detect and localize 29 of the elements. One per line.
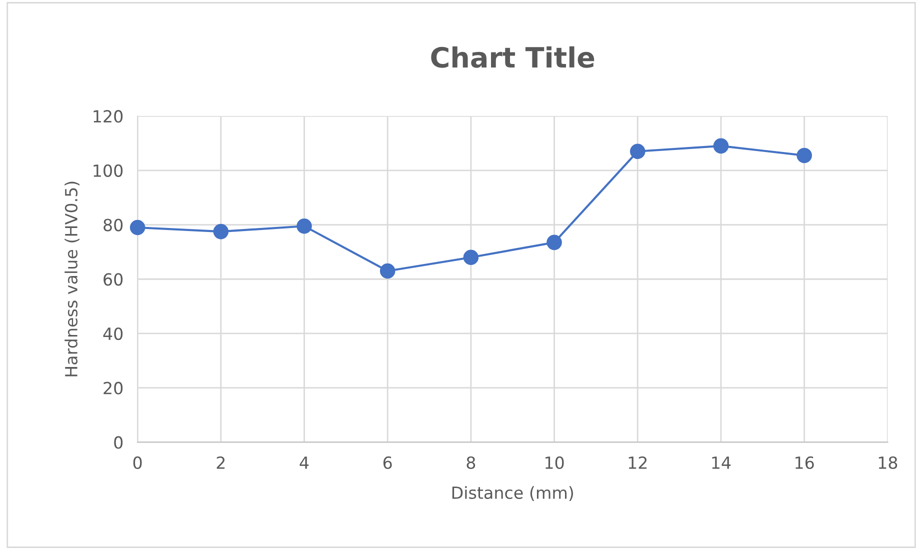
- y-tick-label: 40: [103, 327, 123, 340]
- y-tick-label: 80: [104, 218, 123, 232]
- point: [380, 263, 396, 279]
- point: [463, 250, 479, 266]
- y-tick-label: 20: [104, 382, 123, 394]
- point: [630, 144, 646, 160]
- x-tick-label: 12: [628, 456, 647, 469]
- x-tick-label: 4: [300, 456, 309, 469]
- y-tick-label: 60: [104, 273, 123, 286]
- chart-title: Chart Title: [431, 46, 594, 68]
- x-tick-label: 18: [878, 456, 898, 469]
- point: [713, 138, 729, 154]
- x-tick-label: 14: [712, 456, 731, 469]
- y-tick-label: 120: [94, 110, 123, 123]
- x-tick-label: 2: [216, 456, 225, 469]
- y-tick-label: 0: [114, 436, 123, 449]
- point: [296, 218, 312, 234]
- x-tick-label: 0: [133, 456, 142, 469]
- x-axis-title: Distance (mm): [452, 486, 573, 501]
- x-tick-label: 8: [466, 456, 476, 469]
- point: [796, 148, 812, 164]
- point: [130, 220, 146, 236]
- point: [546, 234, 562, 250]
- x-tick-label: 6: [383, 456, 392, 469]
- y-tick-label: 100: [94, 164, 123, 177]
- x-tick-label: 16: [796, 456, 814, 469]
- y-axis-title: Hardness value (HV0.5): [64, 182, 80, 376]
- x-tick-label: 10: [546, 456, 564, 469]
- point: [213, 224, 229, 240]
